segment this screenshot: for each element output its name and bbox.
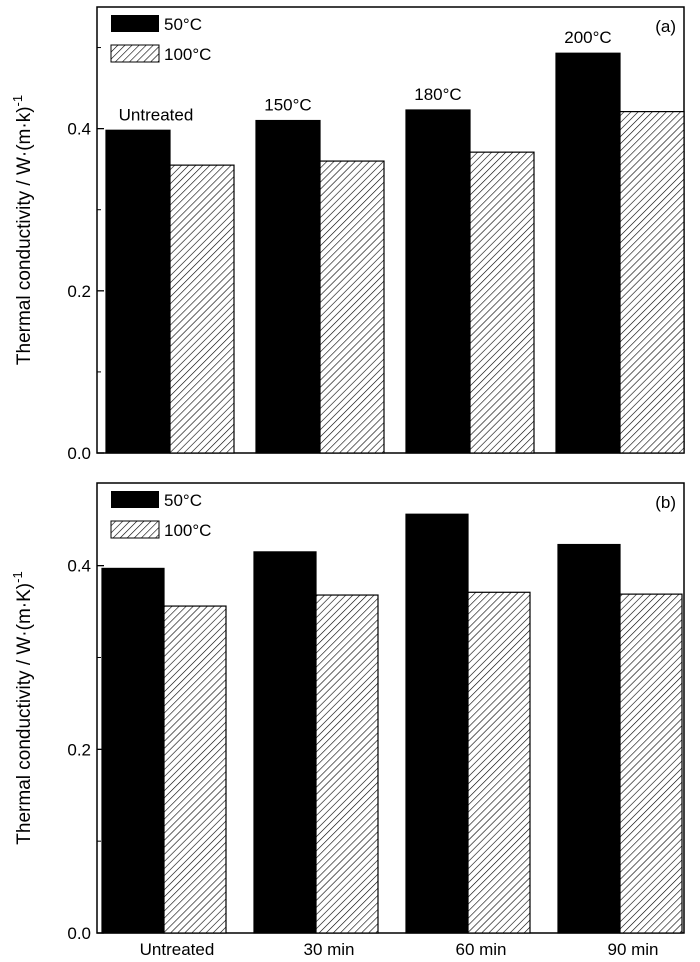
panel-b: 0.0 0.2 0.4 Untreated 30 min 60 min 90 min 50… [10, 482, 685, 959]
legend-swatch-100c-b [110, 520, 160, 539]
bar-50c-0 [105, 129, 171, 454]
bar-100c-0 [169, 164, 235, 454]
bar-50c-2 [405, 109, 471, 454]
legend-label-100c-b: 100°C [164, 521, 211, 540]
bar-100c-1 [315, 594, 379, 934]
legend-swatch-100c-a [110, 44, 160, 63]
y-axis-a: 0.0 0.2 0.4 [67, 47, 104, 463]
y-axis-b: 0.0 0.2 0.4 [67, 557, 104, 943]
y-tick-label: 0.0 [67, 444, 91, 463]
bar-100c-0 [163, 605, 227, 934]
y-tick-label: 0.4 [67, 120, 91, 139]
legend-label-50c-b: 50°C [164, 491, 202, 510]
y-tick-label: 0.4 [67, 557, 91, 576]
x-tick-label: 90 min [607, 940, 658, 959]
bar-50c-1 [253, 551, 317, 934]
panel-a: 0.0 0.2 0.4 Untreated 150°C 180°C 200°C 50°C … [10, 6, 685, 463]
bar-50c-2 [405, 513, 469, 934]
bars-b [101, 513, 683, 934]
group-annotation: 180°C [414, 85, 461, 104]
y-axis-title-text-b: Thermal conductivity / W·(m·K) [14, 583, 35, 845]
x-tick-label: 30 min [303, 940, 354, 959]
bar-50c-0 [101, 567, 165, 934]
y-tick-label: 0.2 [67, 282, 91, 301]
y-axis-title-b: Thermal conductivity / W·(m·K)-1 [10, 571, 35, 844]
bar-100c-3 [619, 111, 685, 454]
bar-100c-2 [467, 591, 531, 934]
y-axis-title-sup-a: -1 [10, 95, 25, 107]
group-annotation: 150°C [264, 96, 311, 115]
group-annotation: 200°C [564, 28, 611, 47]
x-tick-label: 60 min [455, 940, 506, 959]
bar-50c-1 [255, 119, 321, 454]
y-tick-label: 0.0 [67, 924, 91, 943]
group-annotations-a: Untreated 150°C 180°C 200°C [119, 28, 612, 124]
x-axis-b: Untreated 30 min 60 min 90 min [140, 940, 659, 959]
y-axis-title-a: Thermal conductivity / W·(m·k)-1 [10, 95, 35, 365]
y-axis-title-sup-b: -1 [10, 571, 25, 583]
bar-100c-3 [619, 593, 683, 934]
bars-a [105, 52, 685, 454]
bar-50c-3 [555, 52, 621, 454]
legend-b: 50°C 100°C [110, 491, 211, 540]
y-tick-label: 0.2 [67, 740, 91, 759]
legend-swatch-50c-b [111, 491, 159, 508]
legend-a: 50°C 100°C [110, 15, 211, 64]
legend-swatch-50c-a [111, 15, 159, 32]
bar-50c-3 [557, 543, 621, 934]
legend-label-50c-a: 50°C [164, 15, 202, 34]
legend-label-100c-a: 100°C [164, 45, 211, 64]
panel-label-a: (a) [655, 17, 676, 36]
plot-frame-b [96, 482, 685, 934]
y-axis-title-text-a: Thermal conductivity / W·(m·k) [14, 106, 35, 365]
bar-100c-2 [469, 151, 535, 454]
panel-label-b: (b) [655, 493, 676, 512]
x-tick-label: Untreated [140, 940, 215, 959]
group-annotation: Untreated [119, 105, 194, 124]
bar-100c-1 [319, 160, 385, 454]
